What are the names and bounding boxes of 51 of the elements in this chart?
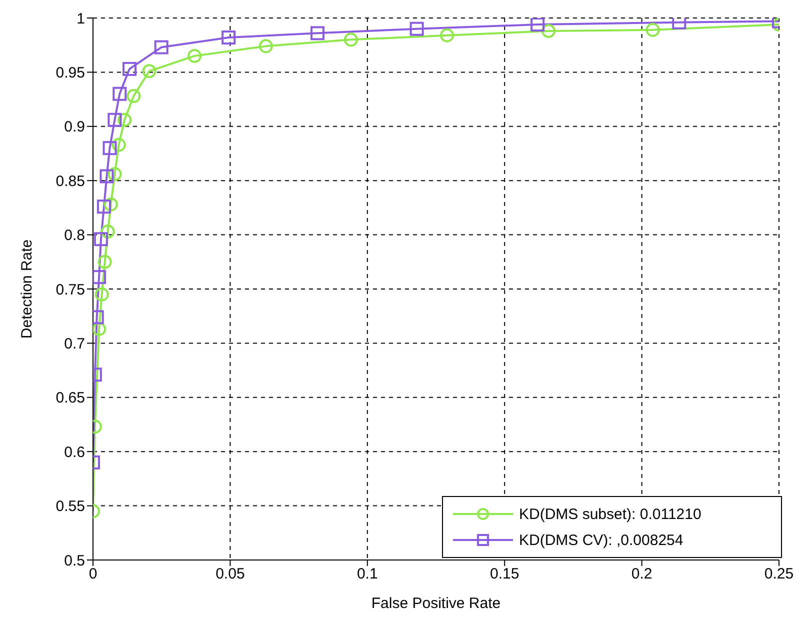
point [102, 141, 117, 156]
x-tick-label: 0.15 [490, 566, 520, 583]
point [142, 64, 156, 78]
y-axis-title: Detection Rate [18, 239, 36, 339]
y-tick-label: 0.8 [64, 227, 85, 244]
point [410, 22, 424, 36]
point [94, 232, 108, 246]
x-axis-title: False Positive Rate [371, 595, 501, 612]
point [108, 167, 122, 182]
x-tick-label: 0.2 [631, 566, 652, 583]
y-tick-label: 0.7 [64, 336, 85, 353]
point [96, 200, 111, 214]
y-tick-label: 0.75 [56, 281, 85, 298]
point [440, 28, 454, 42]
point [222, 30, 236, 45]
point [258, 39, 273, 54]
y-tick-label: 0.85 [56, 172, 85, 190]
point [310, 26, 324, 40]
point [100, 224, 115, 239]
point [108, 112, 122, 127]
x-tick-label: 0.05 [216, 566, 245, 583]
point [188, 48, 202, 63]
x-tick-label: 0.25 [764, 566, 794, 583]
point [646, 22, 660, 37]
point [98, 254, 112, 269]
point [94, 287, 109, 302]
legend-label: KD(DMS subset): 0.011210 [519, 506, 702, 522]
point [530, 18, 545, 32]
point [126, 89, 141, 104]
point [672, 18, 686, 30]
y-tick-label: 1 [76, 10, 85, 28]
point [542, 24, 556, 38]
y-tick-label: 0.65 [56, 390, 85, 407]
point [112, 86, 127, 101]
point [118, 112, 132, 127]
point [154, 40, 168, 54]
y-tick-label: 0.95 [56, 64, 85, 82]
point [100, 169, 114, 184]
y-tick-label: 0.5 [64, 552, 85, 570]
point [104, 197, 118, 212]
point [344, 32, 358, 47]
point [93, 270, 106, 284]
point [93, 322, 106, 336]
x-tick-label: 0 [88, 566, 98, 583]
y-tick-label: 0.6 [64, 444, 85, 461]
x-tick-label: 0.1 [356, 566, 378, 583]
point [122, 62, 136, 76]
legend-label: KD(DMS CV): ,0.008254 [519, 532, 684, 548]
point [112, 138, 126, 152]
y-tick-label: 0.9 [64, 118, 85, 136]
y-tick-label: 0.55 [56, 498, 85, 516]
